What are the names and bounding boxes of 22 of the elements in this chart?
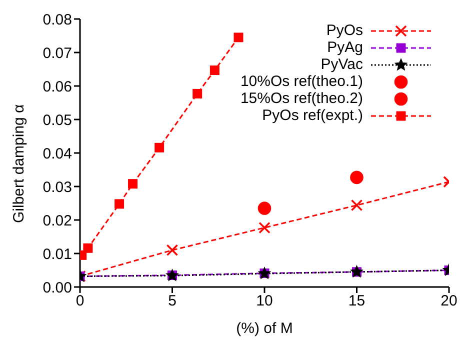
y-tick-label: 0.00 (42, 279, 72, 296)
y-tick-label: 0.07 (42, 44, 72, 62)
legend-label: 15%Os ref(theo.2) (240, 90, 363, 107)
y-tick-label: 0.04 (42, 145, 72, 162)
legend-label: PyOs (326, 22, 363, 39)
y-tick-label: 0.02 (42, 212, 72, 230)
y-tick-label: 0.05 (42, 112, 72, 129)
y-axis-title: Gilbert damping α (10, 104, 28, 223)
legend-label: PyAg (327, 39, 363, 56)
y-tick-label: 0.08 (42, 11, 72, 28)
legend-label: 10%Os ref(theo.1) (240, 73, 363, 90)
x-tick-label: 10 (256, 292, 273, 310)
x-axis-title: (%) of M (236, 320, 293, 337)
y-tick-label: 0.06 (42, 78, 72, 96)
legend-label: PyOs ref(expt.) (262, 107, 363, 124)
y-tick-label: 0.03 (42, 178, 72, 196)
legend-label: PyVac (320, 56, 363, 73)
x-tick-label: 15 (348, 292, 366, 310)
x-tick-label: 0 (76, 292, 84, 310)
x-tick-label: 5 (168, 292, 176, 310)
y-tick-label: 0.01 (42, 246, 72, 263)
x-tick-label: 20 (440, 292, 458, 310)
